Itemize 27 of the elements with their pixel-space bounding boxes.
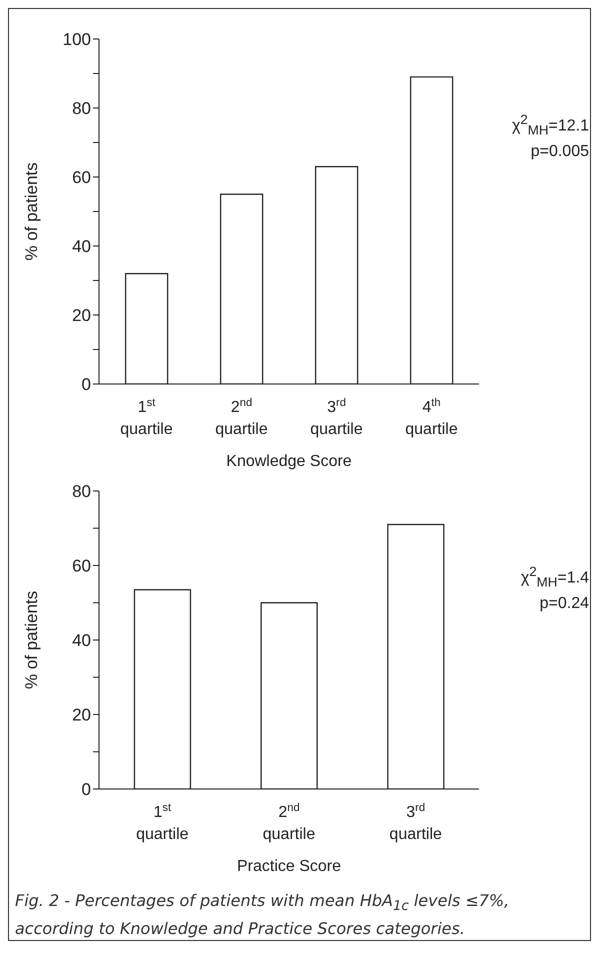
x-axis-title: Practice Score — [236, 858, 342, 875]
y-tick-label: 60 — [72, 556, 91, 576]
text: p=0.005 — [530, 142, 589, 162]
text: p=0.24 — [538, 594, 589, 614]
y-tick-label: 20 — [72, 306, 91, 326]
y-tick-label: 20 — [72, 706, 91, 725]
y-tick-label: 60 — [72, 168, 91, 188]
y-axis-title: % of patients — [22, 162, 42, 261]
x-tick-label: 3$^{rd}$ quartile — [389, 802, 442, 843]
y-tick-label: 0 — [82, 375, 91, 394]
x-axis-title: Knowledge Score — [226, 453, 352, 470]
x-tick-label: 1$^{st}$ quartile — [120, 397, 173, 438]
y-tick-label: 100 — [62, 30, 91, 50]
x-tick-label: 3$^{rd}$ quartile — [310, 397, 363, 438]
y-tick-label: 0 — [82, 780, 91, 800]
y-tick-label: 40 — [72, 631, 91, 650]
y-tick-label: 40 — [72, 237, 91, 256]
x-tick-label: 2$^{nd}$ quartile — [262, 802, 316, 843]
x-tick-label: 1$^{st}$ quartile — [136, 802, 189, 843]
y-tick-label: 80 — [72, 482, 91, 502]
text: χ$^{2}$$_{MH}$=1.4 — [520, 563, 589, 592]
y-axis-title: % of patients — [22, 590, 42, 690]
x-tick-label: 4$^{th}$ quartile — [405, 397, 458, 438]
caption: Fig. 2 - Percentages of patients with mean HbA$_{1c}$ levels ≤7%, according to Knowledge and Practice Scores categories. — [14, 890, 510, 940]
text: χ$^{2}$$_{MH}$=12.1 — [510, 111, 589, 140]
x-tick-label: 2$^{nd}$ quartile — [215, 397, 268, 438]
y-tick-label: 80 — [72, 99, 91, 118]
